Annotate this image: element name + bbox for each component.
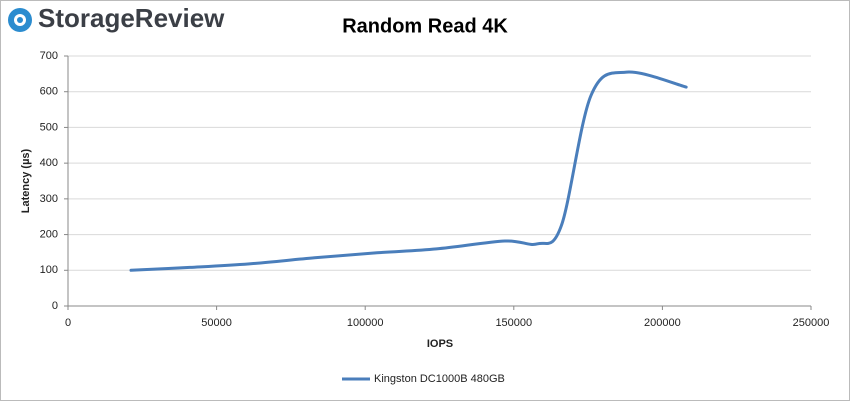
- y-tick-label: 300: [40, 193, 58, 205]
- chart-title: Random Read 4K: [342, 15, 508, 37]
- x-tick-label: 0: [65, 317, 71, 329]
- brand-icon: [8, 8, 32, 32]
- y-tick-label: 400: [40, 157, 58, 169]
- x-tick-label: 150000: [495, 317, 532, 329]
- brand: StorageReview: [38, 3, 225, 33]
- x-axis-label: IOPS: [427, 338, 453, 350]
- y-tick-label: 0: [52, 300, 58, 312]
- y-tick-label: 500: [40, 121, 58, 133]
- y-tick-label: 600: [40, 86, 58, 98]
- legend-label: Kingston DC1000B 480GB: [374, 373, 505, 385]
- y-tick-label: 700: [40, 50, 58, 62]
- x-tick-label: 100000: [347, 317, 384, 329]
- x-tick-label: 200000: [644, 317, 681, 329]
- x-tick-label: 250000: [793, 317, 830, 329]
- y-tick-label: 100: [40, 264, 58, 276]
- y-axis-label: Latency (µs): [20, 148, 32, 213]
- x-tick-label: 50000: [201, 317, 232, 329]
- series-line: [129, 70, 688, 272]
- y-tick-label: 200: [40, 228, 58, 240]
